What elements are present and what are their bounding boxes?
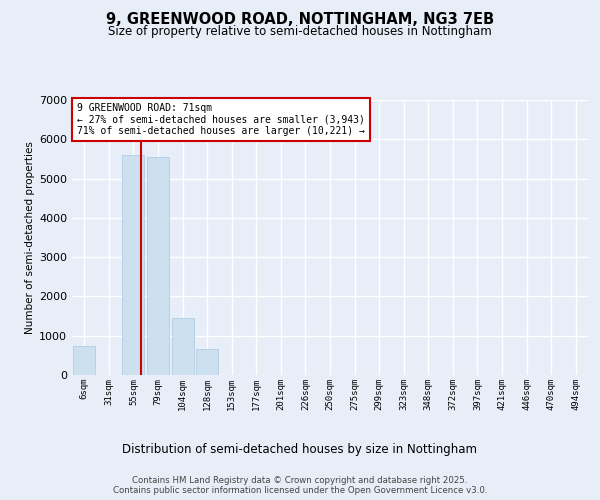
Bar — [122, 155, 145, 375]
Y-axis label: Number of semi-detached properties: Number of semi-detached properties — [25, 141, 35, 334]
Text: 9, GREENWOOD ROAD, NOTTINGHAM, NG3 7EB: 9, GREENWOOD ROAD, NOTTINGHAM, NG3 7EB — [106, 12, 494, 28]
Text: Distribution of semi-detached houses by size in Nottingham: Distribution of semi-detached houses by … — [122, 442, 478, 456]
Text: Contains HM Land Registry data © Crown copyright and database right 2025.: Contains HM Land Registry data © Crown c… — [132, 476, 468, 485]
Bar — [172, 318, 194, 375]
Text: Size of property relative to semi-detached houses in Nottingham: Size of property relative to semi-detach… — [108, 25, 492, 38]
Text: 9 GREENWOOD ROAD: 71sqm
← 27% of semi-detached houses are smaller (3,943)
71% of: 9 GREENWOOD ROAD: 71sqm ← 27% of semi-de… — [77, 103, 365, 136]
Bar — [73, 346, 95, 375]
Text: Contains public sector information licensed under the Open Government Licence v3: Contains public sector information licen… — [113, 486, 487, 495]
Bar — [196, 350, 218, 375]
Bar — [147, 157, 169, 375]
